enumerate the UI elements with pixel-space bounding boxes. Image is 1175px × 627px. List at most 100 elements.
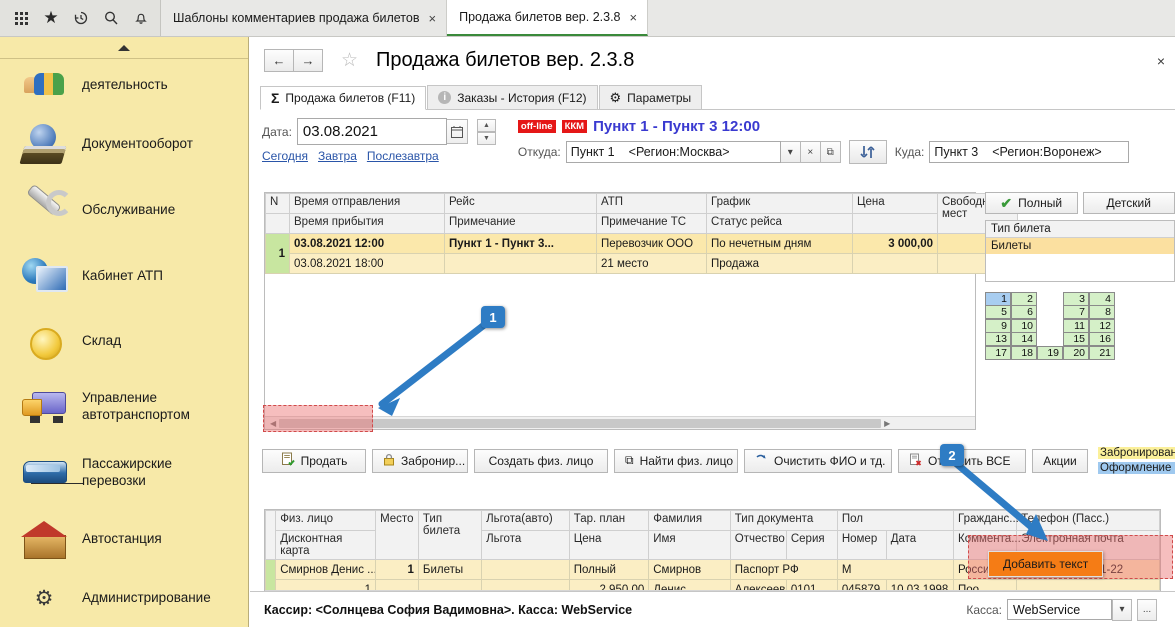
tab-templates[interactable]: Шаблоны комментариев продажа билетов × (161, 0, 448, 36)
sidebar-item-atp-cabinet[interactable]: Кабинет АТП (0, 243, 248, 309)
seat-15[interactable]: 15 (1062, 332, 1089, 346)
seat-5[interactable]: 5 (984, 305, 1011, 319)
seat-20[interactable]: 20 (1062, 345, 1089, 360)
quick-link-day-after-tomorrow[interactable]: Послезавтра (366, 149, 439, 163)
col-departure-time[interactable]: Время отправления (289, 193, 445, 214)
col-number[interactable]: Номер (836, 530, 887, 560)
clear-fio-button[interactable]: Очистить ФИО и тд. (744, 448, 892, 473)
scroll-right-icon[interactable]: ▶ (884, 418, 891, 428)
col-trip[interactable]: Рейс (444, 193, 597, 214)
col-name[interactable]: Имя (648, 530, 731, 560)
sidebar-item-passenger-transport[interactable]: Пассажирские перевозки (0, 440, 248, 506)
col-arrival-time[interactable]: Время прибытия (289, 213, 445, 234)
child-fare-button[interactable]: Детский (1082, 192, 1175, 214)
close-icon[interactable]: × (629, 9, 638, 25)
seat-12[interactable]: 12 (1088, 318, 1115, 333)
seat-14[interactable]: 14 (1010, 332, 1037, 346)
seat-1[interactable]: 1 (984, 291, 1011, 306)
col-note[interactable]: Примечание (444, 213, 597, 234)
seat-4[interactable]: 4 (1088, 291, 1115, 306)
col-schedule[interactable]: График (706, 193, 853, 214)
ticket-type-value[interactable]: Билеты (986, 238, 1174, 254)
col-n[interactable]: N (265, 193, 290, 214)
col-trip-status[interactable]: Статус рейса (706, 213, 853, 234)
close-icon[interactable]: × (428, 10, 437, 26)
seat-3[interactable]: 3 (1062, 291, 1089, 306)
col-price[interactable]: Цена (568, 530, 650, 560)
scroll-left-icon[interactable]: ◀ (270, 418, 277, 428)
from-dropdown-icon[interactable]: ▾ (780, 141, 801, 163)
table-row-secondary[interactable]: 03.08.2021 18:00 21 место Продажа (266, 253, 1018, 274)
sidebar-item-administration[interactable]: ⚙ Администрирование (0, 572, 248, 624)
cash-more-icon[interactable]: ... (1137, 598, 1157, 621)
seat-7[interactable]: 7 (1062, 305, 1089, 319)
seat-21[interactable]: 21 (1088, 345, 1115, 360)
col-date[interactable]: Дата (885, 530, 955, 560)
col-patronymic[interactable]: Отчество (729, 530, 787, 560)
from-clear-icon[interactable]: × (800, 141, 821, 163)
sidebar-item-transport-management[interactable]: Управление автотранспортом (0, 374, 248, 440)
seat-13[interactable]: 13 (984, 332, 1011, 346)
quick-link-today[interactable]: Сегодня (262, 149, 308, 163)
star-icon[interactable]: ★ (43, 8, 59, 27)
horizontal-scrollbar[interactable]: ◀ ▶ (265, 416, 975, 429)
col-person[interactable]: Физ. лицо (275, 510, 377, 531)
col-gender[interactable]: Пол (836, 510, 955, 531)
date-spinner[interactable]: ▲ ▼ (476, 118, 496, 145)
quick-link-tomorrow[interactable]: Завтра (318, 149, 357, 163)
seat-2[interactable]: 2 (1010, 291, 1037, 306)
history-icon[interactable] (66, 0, 96, 36)
tab-ticket-sales[interactable]: Продажа билетов вер. 2.3.8 × (447, 0, 649, 36)
add-text-button[interactable]: Добавить текст (988, 551, 1104, 577)
col-price[interactable]: Цена (852, 193, 938, 214)
spinner-down-icon[interactable]: ▼ (476, 131, 496, 145)
tab-orders-history[interactable]: i Заказы - История (F12) (427, 85, 598, 109)
col-vehicle-note[interactable]: Примечание ТС (596, 213, 707, 234)
cash-input[interactable]: WebService (1007, 599, 1112, 620)
back-button[interactable]: ← (264, 49, 294, 72)
cash-dropdown-icon[interactable]: ▾ (1112, 598, 1132, 621)
seat-16[interactable]: 16 (1088, 332, 1115, 346)
full-fare-button[interactable]: ✔ Полный (985, 192, 1078, 214)
apps-grid-icon[interactable] (6, 0, 36, 36)
calendar-icon[interactable] (446, 119, 468, 144)
scrollbar-thumb[interactable] (279, 418, 882, 428)
to-input[interactable]: Пункт 3 <Регион:Воронеж> (929, 141, 1130, 163)
seat-6[interactable]: 6 (1010, 305, 1037, 319)
sell-button[interactable]: Продать (262, 448, 366, 473)
seat-9[interactable]: 9 (984, 318, 1011, 333)
col-discount-card[interactable]: Дисконтная карта (275, 530, 377, 560)
search-icon[interactable] (96, 0, 126, 36)
forward-button[interactable]: → (293, 49, 323, 72)
seat-17[interactable]: 17 (984, 345, 1011, 360)
sidebar-item-activity[interactable]: деятельность (0, 59, 248, 111)
sidebar-scroll-up-button[interactable] (0, 37, 248, 59)
favorite-star-icon[interactable]: ☆ (341, 50, 359, 71)
sidebar-item-service[interactable]: Обслуживание (0, 177, 248, 243)
col-series[interactable]: Серия (785, 530, 838, 560)
find-person-button[interactable]: ⧉ Найти физ. лицо (614, 448, 738, 473)
col-benefit[interactable]: Льгота (481, 530, 570, 560)
window-close-icon[interactable]: × (1156, 53, 1165, 69)
seat-19[interactable]: 19 (1036, 345, 1063, 360)
promotions-button[interactable]: Акции (1032, 448, 1088, 473)
col-surname[interactable]: Фамилия (648, 510, 731, 531)
sidebar-item-warehouse[interactable]: Склад (0, 309, 248, 374)
swap-icon[interactable] (848, 140, 887, 164)
bell-icon[interactable] (126, 0, 156, 36)
col-citizenship[interactable]: Гражданс... (952, 510, 1019, 531)
seat-8[interactable]: 8 (1088, 305, 1115, 319)
col-doc-type[interactable]: Тип документа (729, 510, 838, 531)
from-input[interactable]: Пункт 1 <Регион:Москва> (565, 141, 781, 163)
tab-ticket-sales-form[interactable]: Σ Продажа билетов (F11) (260, 86, 427, 110)
spinner-up-icon[interactable]: ▲ (476, 118, 496, 132)
col-benefit-auto[interactable]: Льгота(авто) (481, 510, 570, 531)
sidebar-item-bus-station[interactable]: Автостанция (0, 506, 248, 572)
seat-18[interactable]: 18 (1010, 345, 1037, 360)
col-atp[interactable]: АТП (596, 193, 707, 214)
col-seat[interactable]: Место (375, 510, 419, 560)
seat-10[interactable]: 10 (1010, 318, 1037, 333)
reserve-button[interactable]: Забронир... (372, 448, 468, 473)
col-phone[interactable]: Телефон (Пасс.) (1016, 510, 1160, 531)
date-input[interactable]: 03.08.2021 (296, 118, 447, 145)
